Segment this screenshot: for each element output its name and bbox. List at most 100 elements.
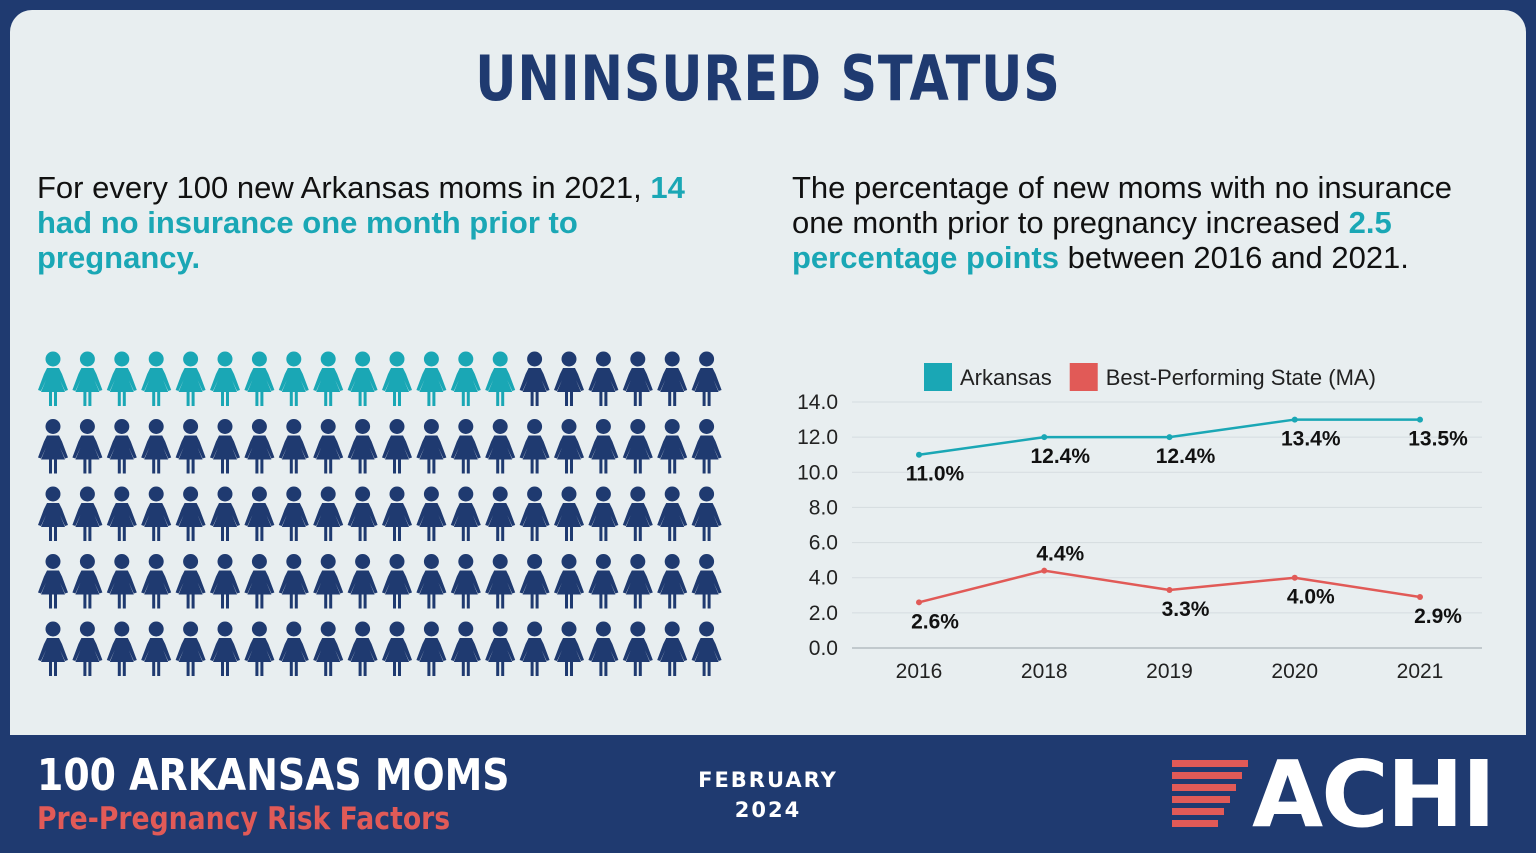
data-point [1166,587,1173,594]
right-statement-highlight: 2.5 percentage points [792,205,1392,275]
woman-figure-icon [141,419,172,474]
pictogram-100-moms [38,351,722,676]
woman-figure-icon [38,419,68,474]
y-tick-label: 2.0 [809,602,838,625]
woman-figure-icon [210,419,240,474]
data-label: 3.3% [1162,598,1210,621]
woman-figure-icon [72,486,103,541]
page-title: UNINSURED STATUS [475,42,1061,115]
woman-figure-icon [382,419,412,474]
woman-figure-icon [485,486,516,541]
y-tick-label: 4.0 [809,567,838,590]
woman-figure-icon [519,486,550,541]
woman-figure-icon [622,554,653,609]
woman-figure-icon [72,554,103,609]
y-tick-label: 10.0 [797,461,838,484]
data-point [1417,594,1423,601]
woman-figure-icon [622,621,653,676]
woman-figure-icon [278,419,309,474]
woman-figure-icon [244,621,275,676]
x-tick-label: 2018 [1021,660,1068,683]
woman-figure-icon [554,621,584,676]
woman-figure-icon [244,554,275,609]
woman-figure-icon [106,486,137,541]
data-label: 2.6% [911,610,959,633]
data-label: 13.5% [1408,428,1468,451]
logo-text: ACHI [1252,741,1496,848]
woman-figure-icon [622,486,653,541]
woman-figure-icon [554,351,584,406]
data-label: 12.4% [1156,445,1216,468]
data-label: 11.0% [906,463,965,486]
woman-figure-icon [691,621,722,676]
woman-figure-icon [106,621,137,676]
y-tick-label: 8.0 [809,496,838,519]
woman-figure-icon [691,554,722,609]
woman-figure-icon [313,351,344,406]
woman-figure-icon [588,351,619,406]
woman-figure-icon [691,351,722,406]
woman-figure-icon [691,419,722,474]
woman-figure-icon [141,554,172,609]
logo-stripe [1172,808,1224,815]
woman-figure-icon [519,554,550,609]
woman-figure-icon [622,419,653,474]
data-label: 13.4% [1281,428,1341,451]
woman-figure-icon [38,351,68,406]
woman-figure-icon [244,486,275,541]
footer-subtitle: Pre-Pregnancy Risk Factors [37,801,451,837]
woman-figure-icon [416,621,447,676]
woman-figure-icon [210,486,240,541]
woman-figure-icon [382,486,412,541]
woman-figure-icon [382,351,412,406]
woman-figure-icon [416,351,447,406]
woman-figure-icon [106,554,137,609]
woman-figure-icon [416,554,447,609]
footer-date: FEBRUARY 2024 [668,765,868,825]
woman-figure-icon [175,554,206,609]
woman-figure-icon [141,621,172,676]
woman-figure-icon [210,554,240,609]
right-statement-text-1: The percentage of new moms with no insur… [792,170,1452,240]
woman-figure-icon [485,621,516,676]
footer-year: 2024 [734,798,802,822]
y-tick-label: 14.0 [797,391,838,414]
woman-figure-icon [72,621,103,676]
woman-figure-icon [657,351,688,406]
data-point [1041,434,1048,441]
woman-figure-icon [175,621,206,676]
woman-figure-icon [278,486,309,541]
woman-figure-icon [485,554,516,609]
woman-figure-icon [485,419,516,474]
woman-figure-icon [657,486,688,541]
woman-figure-icon [588,554,619,609]
woman-figure-icon [175,351,206,406]
woman-figure-icon [347,486,378,541]
woman-figure-icon [106,351,137,406]
woman-figure-icon [554,554,584,609]
woman-figure-icon [622,351,653,406]
woman-figure-icon [416,419,447,474]
legend-label: Arkansas [960,365,1052,390]
woman-figure-icon [175,419,206,474]
data-label: 4.4% [1036,543,1084,566]
woman-figure-icon [347,621,378,676]
footer-month: FEBRUARY [698,768,838,792]
logo-stripe [1172,760,1248,767]
woman-figure-icon [210,621,240,676]
woman-figure-icon [175,486,206,541]
x-tick-label: 2019 [1146,660,1193,683]
woman-figure-icon [313,486,344,541]
woman-figure-icon [278,554,309,609]
data-point [1291,416,1298,423]
woman-figure-icon [657,419,688,474]
woman-figure-icon [554,419,584,474]
woman-figure-icon [519,621,550,676]
woman-figure-icon [141,486,172,541]
legend-swatch [1069,363,1098,391]
woman-figure-icon [450,621,481,676]
woman-figure-icon [691,486,722,541]
data-label: 4.0% [1287,586,1335,609]
woman-figure-icon [519,419,550,474]
data-point [916,451,922,458]
